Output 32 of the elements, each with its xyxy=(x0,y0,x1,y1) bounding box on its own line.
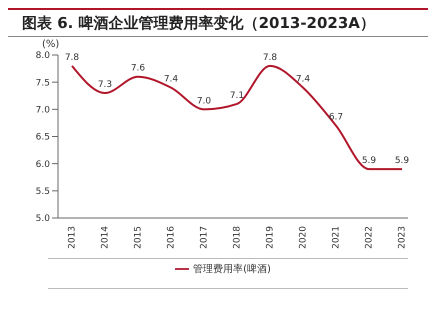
y-axis-title: (%) xyxy=(42,39,60,50)
y-tick-label: 6.0 xyxy=(36,160,50,170)
data-label: 7.8 xyxy=(64,52,80,63)
data-label: 7.1 xyxy=(230,90,244,101)
x-tick-label: 2019 xyxy=(265,226,276,249)
data-label: 7.3 xyxy=(98,80,112,90)
data-label: 7.4 xyxy=(164,74,178,85)
data-label: 5.9 xyxy=(394,156,410,166)
legend-label: 管理费用率(啤酒) xyxy=(193,264,271,275)
y-tick-label: 7.5 xyxy=(36,78,50,88)
y-tick-label: 5.0 xyxy=(36,214,50,224)
data-label: 7.8 xyxy=(262,52,278,63)
data-label: 7.0 xyxy=(196,96,212,106)
chart-title: 图表 6. 啤酒企业管理费用率变化（2013-2023A） xyxy=(8,8,428,37)
y-tick-label: 6.5 xyxy=(36,132,50,143)
x-tick-label: 2022 xyxy=(364,226,374,249)
data-label: 6.7 xyxy=(328,112,344,123)
x-tick-label: 2017 xyxy=(199,226,210,249)
x-tick-label: 2023 xyxy=(397,226,408,249)
x-tick-label: 2018 xyxy=(232,226,242,249)
x-tick-label: 2020 xyxy=(298,226,308,249)
data-label: 5.9 xyxy=(362,156,376,166)
x-tick-label: 2016 xyxy=(166,226,176,249)
data-label: 7.6 xyxy=(130,64,146,74)
x-tick-label: 2021 xyxy=(331,226,342,249)
y-tick-label: 7.0 xyxy=(36,106,50,116)
y-tick-label: 5.5 xyxy=(36,187,50,198)
data-label: 7.4 xyxy=(296,74,310,85)
x-tick-label: 2014 xyxy=(100,226,110,249)
y-tick-label: 8.0 xyxy=(36,51,50,62)
x-tick-label: 2013 xyxy=(67,226,78,249)
x-tick-label: 2015 xyxy=(133,226,144,249)
